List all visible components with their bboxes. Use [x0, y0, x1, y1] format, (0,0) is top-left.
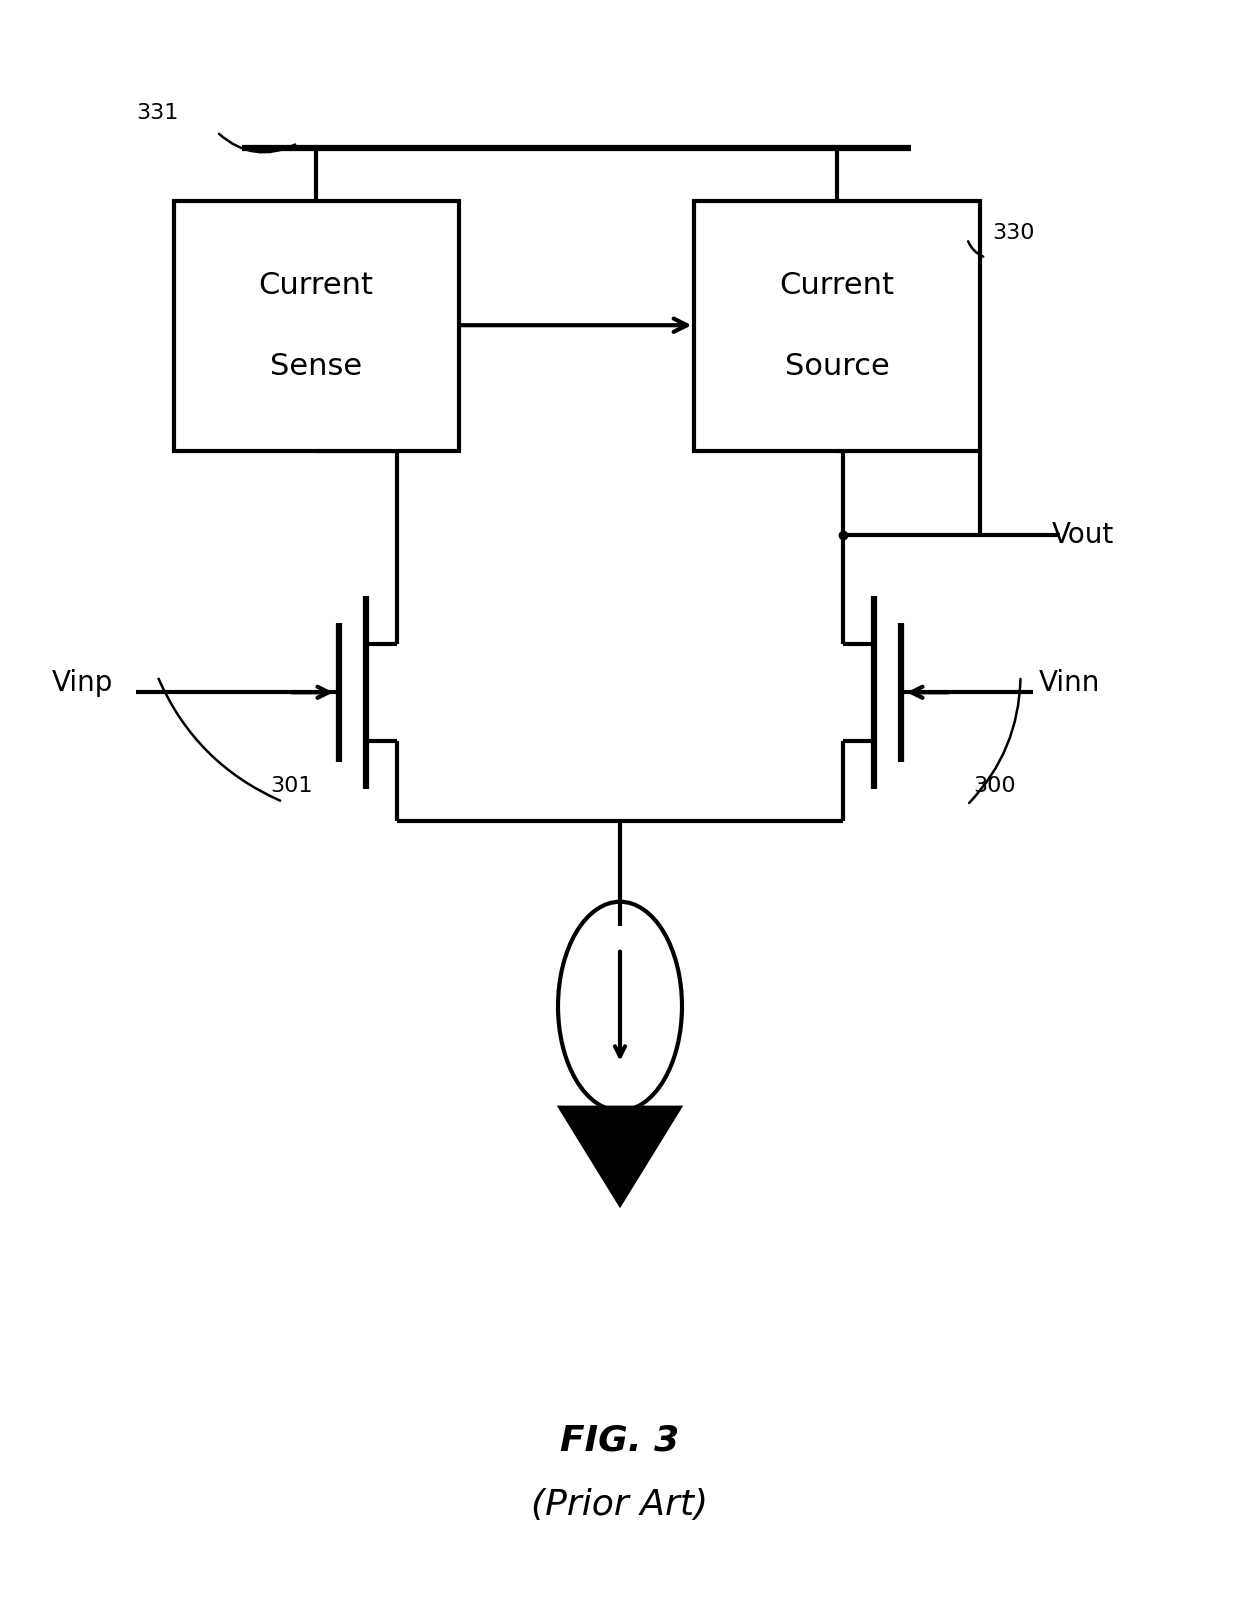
Text: Vinp: Vinp	[52, 668, 113, 697]
Bar	[694, 201, 980, 451]
Text: 300: 300	[973, 776, 1016, 795]
Polygon shape	[560, 1108, 680, 1204]
Text: Current: Current	[780, 270, 894, 301]
Text: Current: Current	[259, 270, 373, 301]
Text: Vout: Vout	[1052, 520, 1114, 549]
Text: Sense: Sense	[270, 351, 362, 382]
Bar	[174, 201, 459, 451]
Text: (Prior Art): (Prior Art)	[532, 1488, 708, 1523]
Text: 331: 331	[136, 103, 179, 122]
Text: 330: 330	[992, 224, 1034, 243]
Text: Source: Source	[785, 351, 889, 382]
Polygon shape	[560, 1108, 680, 1204]
Text: 301: 301	[270, 776, 312, 795]
Text: Vinn: Vinn	[1039, 668, 1100, 697]
Text: FIG. 3: FIG. 3	[560, 1423, 680, 1459]
